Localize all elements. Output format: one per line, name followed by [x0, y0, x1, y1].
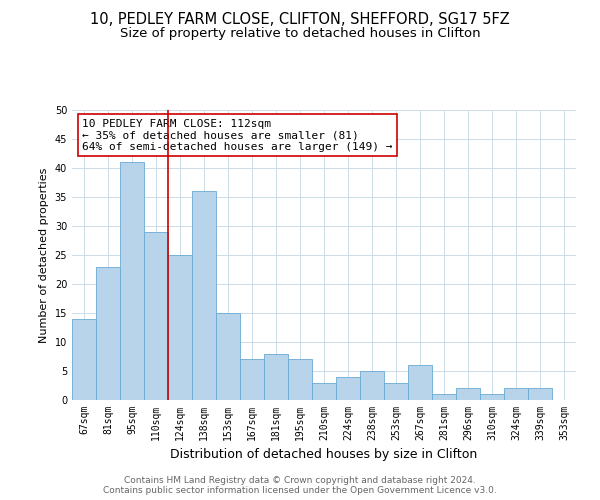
Bar	[144, 232, 168, 400]
Bar	[240, 360, 264, 400]
Bar	[432, 394, 456, 400]
Text: 10 PEDLEY FARM CLOSE: 112sqm
← 35% of detached houses are smaller (81)
64% of se: 10 PEDLEY FARM CLOSE: 112sqm ← 35% of de…	[82, 118, 392, 152]
Bar	[480, 394, 504, 400]
Text: Contains HM Land Registry data © Crown copyright and database right 2024.
Contai: Contains HM Land Registry data © Crown c…	[103, 476, 497, 495]
Bar	[72, 319, 96, 400]
Bar	[168, 255, 192, 400]
Bar	[504, 388, 528, 400]
Bar	[96, 266, 120, 400]
Text: Size of property relative to detached houses in Clifton: Size of property relative to detached ho…	[119, 28, 481, 40]
Bar	[312, 382, 336, 400]
Bar	[408, 365, 432, 400]
Text: 10, PEDLEY FARM CLOSE, CLIFTON, SHEFFORD, SG17 5FZ: 10, PEDLEY FARM CLOSE, CLIFTON, SHEFFORD…	[90, 12, 510, 28]
Bar	[192, 191, 216, 400]
Y-axis label: Number of detached properties: Number of detached properties	[39, 168, 49, 342]
Bar	[264, 354, 288, 400]
Bar	[216, 313, 240, 400]
Bar	[360, 371, 384, 400]
Bar	[528, 388, 552, 400]
Bar	[384, 382, 408, 400]
Bar	[456, 388, 480, 400]
Bar	[120, 162, 144, 400]
X-axis label: Distribution of detached houses by size in Clifton: Distribution of detached houses by size …	[170, 448, 478, 462]
Bar	[288, 360, 312, 400]
Bar	[336, 377, 360, 400]
